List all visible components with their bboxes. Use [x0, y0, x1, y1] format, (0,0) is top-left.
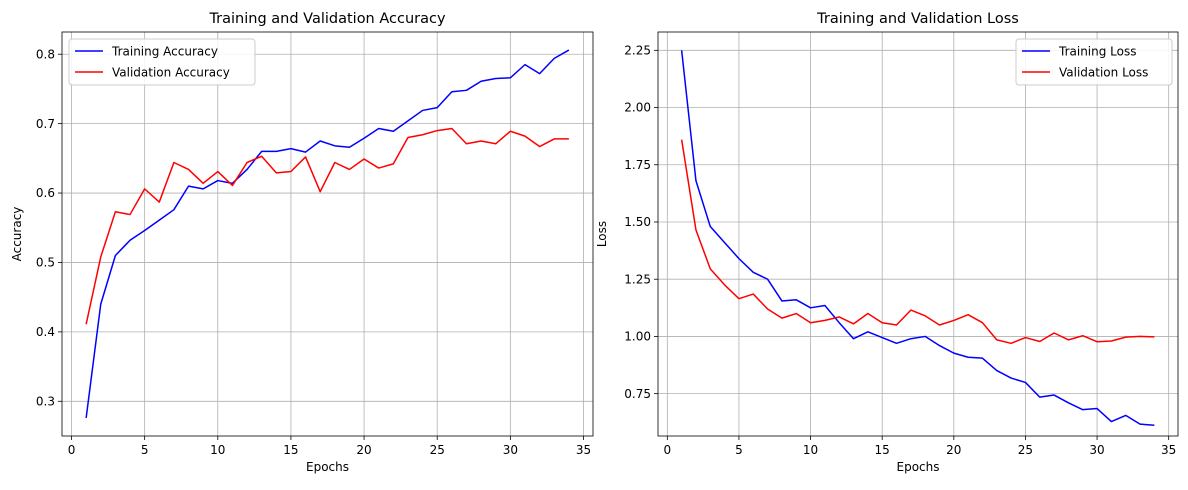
y-tick-label: 0.7	[36, 117, 55, 131]
x-tick-label: 35	[1161, 443, 1176, 457]
x-tick-label: 5	[141, 443, 149, 457]
x-tick-label: 5	[735, 443, 743, 457]
x-tick-label: 15	[875, 443, 890, 457]
x-tick-label: 10	[803, 443, 818, 457]
x-tick-label: 30	[1089, 443, 1104, 457]
series-lines	[680, 50, 1155, 426]
y-tick-label: 0.75	[624, 387, 651, 401]
y-tick-label: 1.00	[624, 330, 651, 344]
x-tick-label: 30	[503, 443, 518, 457]
x-tick-label: 15	[283, 443, 298, 457]
x-tick-label: 0	[663, 443, 671, 457]
x-tick-label: 35	[576, 443, 591, 457]
y-tick-label: 1.75	[624, 158, 651, 172]
x-tick-label: 10	[210, 443, 225, 457]
y-tick-label: 1.50	[624, 215, 651, 229]
x-tick-label: 20	[946, 443, 961, 457]
x-tick-label: 0	[68, 443, 76, 457]
y-tick-label: 0.5	[36, 256, 55, 270]
legend-box	[68, 38, 256, 86]
legend-box	[1015, 38, 1173, 86]
legend: Training Loss Validation Loss	[1015, 38, 1173, 86]
y-tick-label: 0.6	[36, 186, 55, 200]
axis-ticks: 0 5 10 15 20 25 30 35 0.75 1.00 1.25 1.50 1.75 2.00 2.…	[624, 44, 1176, 457]
x-tick-label: 25	[1018, 443, 1033, 457]
legend-entry: Training Loss	[1058, 44, 1136, 58]
y-tick-label: 0.4	[36, 325, 55, 339]
y-tick-label: 2.25	[624, 44, 651, 58]
x-tick-label: 20	[356, 443, 371, 457]
chart-title: Training and Validation Loss	[816, 11, 1019, 27]
y-tick-label: 1.25	[624, 272, 651, 286]
y-tick-label: 0.8	[36, 47, 55, 61]
legend-entry: Training Accuracy	[111, 44, 218, 58]
axes-frame	[657, 31, 1179, 437]
legend: Training Accuracy Validation Accuracy	[68, 38, 256, 86]
training-loss-line	[680, 50, 1155, 426]
grid-lines	[62, 32, 593, 436]
x-axis-label: Epochs	[306, 460, 349, 474]
chart-title: Training and Validation Accuracy	[208, 11, 446, 27]
y-tick-label: 0.3	[36, 394, 55, 408]
series-lines	[85, 49, 570, 419]
validation-accuracy-line	[85, 127, 569, 325]
x-tick-label: 25	[430, 443, 445, 457]
axes-frame	[61, 31, 594, 437]
y-axis-label: Loss	[595, 221, 609, 247]
loss-chart: 0 5 10 15 20 25 30 35 0.75 1.00 1.25 1.50 1.75 2.00 2.…	[595, 11, 1179, 474]
validation-loss-line	[680, 139, 1155, 345]
accuracy-chart: 0 5 10 15 20 25 30 35 0.3 0.4 0.5 0.6 0.7 0.8 Training…	[10, 11, 594, 474]
x-axis-label: Epochs	[897, 460, 940, 474]
legend-entry: Validation Loss	[1059, 65, 1148, 79]
training-accuracy-line	[85, 49, 570, 419]
y-axis-label: Accuracy	[10, 207, 24, 262]
y-tick-label: 2.00	[624, 101, 651, 115]
legend-entry: Validation Accuracy	[112, 65, 230, 79]
axis-ticks: 0 5 10 15 20 25 30 35 0.3 0.4 0.5 0.6 0.7 0.8	[36, 47, 591, 457]
